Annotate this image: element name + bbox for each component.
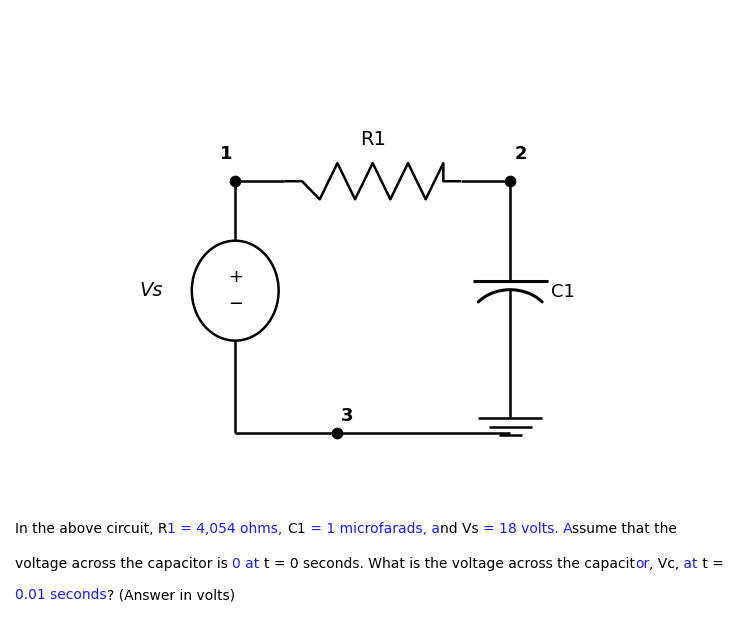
- Text: t =: t =: [698, 557, 724, 572]
- Point: [330, 428, 342, 438]
- Text: 0 at: 0 at: [232, 557, 264, 572]
- Text: −: −: [228, 295, 243, 313]
- Text: 1 = 4,054 ohms,: 1 = 4,054 ohms,: [167, 522, 287, 536]
- Text: +: +: [228, 268, 243, 286]
- Text: at: at: [679, 557, 698, 572]
- Text: nd Vs: nd Vs: [440, 522, 483, 536]
- Text: 2: 2: [515, 145, 527, 163]
- Text: 3: 3: [341, 407, 353, 425]
- Text: voltage across the capacitor is: voltage across the capacitor is: [15, 557, 232, 572]
- Text: In the above circuit, R: In the above circuit, R: [15, 522, 167, 536]
- Text: 1: 1: [220, 145, 232, 163]
- Text: t = 0 seconds. What is the voltage across the capacit: t = 0 seconds. What is the voltage acros…: [264, 557, 635, 572]
- Text: R1: R1: [360, 130, 385, 149]
- Point: [504, 176, 516, 186]
- Text: = 1 microfarads, a: = 1 microfarads, a: [306, 522, 440, 536]
- Text: 0.01 seconds: 0.01 seconds: [15, 588, 107, 603]
- Text: = 18 volts. A: = 18 volts. A: [483, 522, 572, 536]
- Text: C1: C1: [551, 283, 574, 301]
- Text: C1: C1: [287, 522, 306, 536]
- Text: or: or: [635, 557, 649, 572]
- Text: Vs: Vs: [140, 281, 163, 300]
- Text: , Vc,: , Vc,: [649, 557, 679, 572]
- Text: ? (Answer in volts): ? (Answer in volts): [107, 588, 235, 603]
- Text: ssume that the: ssume that the: [572, 522, 678, 536]
- Point: [229, 176, 241, 186]
